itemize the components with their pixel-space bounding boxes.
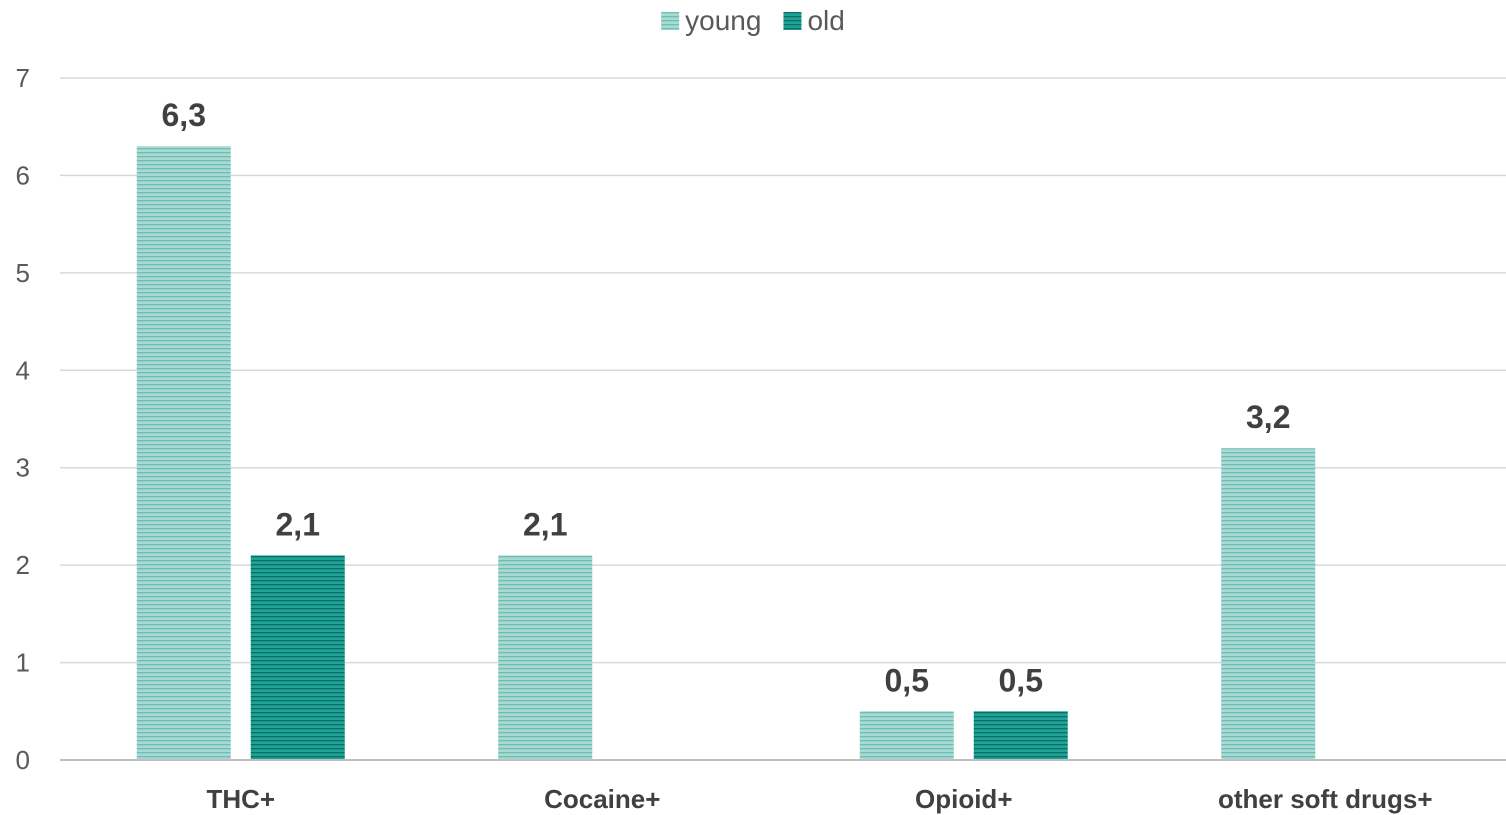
y-tick-label: 5 — [16, 258, 30, 288]
legend-swatch — [783, 12, 802, 30]
legend-swatch — [661, 12, 680, 30]
legend: young old — [661, 5, 845, 36]
x-axis-category-labels: THC+ Cocaine+ Opioid+ other soft drugs+ — [206, 784, 1432, 814]
x-category-label: Cocaine+ — [544, 784, 660, 814]
bar-young-0 — [136, 146, 231, 760]
x-category-label: Opioid+ — [915, 784, 1013, 814]
bar-young-2 — [859, 711, 954, 760]
data-labels: 6,3 2,1 2,1 0,5 0,5 3,2 — [162, 97, 1291, 698]
y-tick-label: 0 — [16, 745, 30, 775]
data-label-old-2: 0,5 — [999, 662, 1043, 698]
data-label-young-1: 2,1 — [523, 506, 567, 542]
x-category-label: THC+ — [206, 784, 275, 814]
y-tick-label: 3 — [16, 453, 30, 483]
y-tick-label: 7 — [16, 63, 30, 93]
data-label-young-2: 0,5 — [885, 662, 929, 698]
legend-item-old: old — [783, 5, 845, 36]
data-label-young-0: 6,3 — [162, 97, 206, 133]
legend-label: old — [807, 5, 844, 36]
x-category-label: other soft drugs+ — [1218, 784, 1433, 814]
y-tick-label: 6 — [16, 160, 30, 190]
data-label-old-0: 2,1 — [276, 506, 320, 542]
bar-old-0 — [250, 555, 345, 760]
y-tick-label: 2 — [16, 550, 30, 580]
bar-old-2 — [973, 711, 1068, 760]
bar-young-1 — [498, 555, 593, 760]
bar-young-3 — [1221, 448, 1316, 760]
data-label-young-3: 3,2 — [1246, 399, 1290, 435]
bars — [136, 146, 1316, 760]
y-tick-label: 4 — [16, 355, 30, 385]
y-axis-tick-labels: 0 1 2 3 4 5 6 7 — [16, 63, 30, 775]
legend-item-young: young — [661, 5, 761, 36]
legend-label: young — [685, 5, 761, 36]
y-tick-label: 1 — [16, 648, 30, 678]
